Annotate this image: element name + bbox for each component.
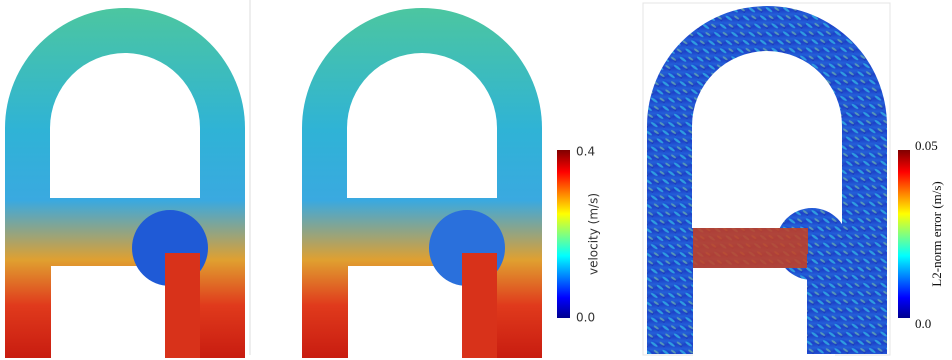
colorbar-min: 0.0 xyxy=(576,311,595,325)
colorbar-label: velocity (m/s) xyxy=(587,193,601,275)
colorbar-max: 0.4 xyxy=(576,145,595,159)
colorbar xyxy=(898,150,910,318)
colorbar-label: L2-norm error (m/s) xyxy=(929,181,944,286)
velocity-field-predicted xyxy=(302,8,542,360)
error-field xyxy=(647,6,887,358)
velocity-field-reference xyxy=(5,8,245,360)
colorbar-min: 0.0 xyxy=(915,316,931,331)
colorbar xyxy=(557,150,570,318)
colorbar-max: 0.05 xyxy=(915,138,938,153)
